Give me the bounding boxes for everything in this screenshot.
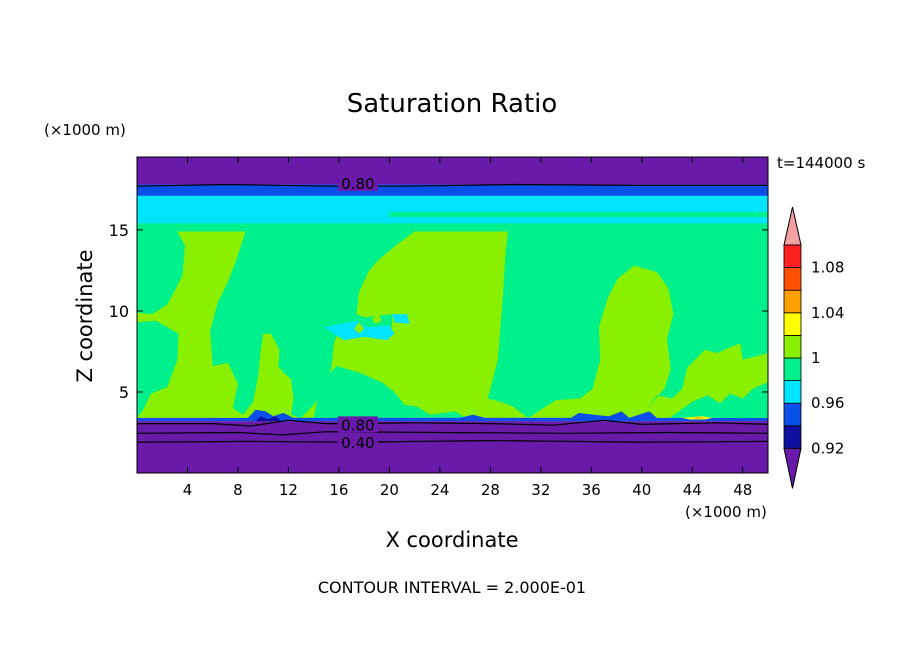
colorbar-swatch	[783, 334, 802, 359]
colorbar-swatch	[783, 425, 802, 449]
x-axis-title: X coordinate	[385, 528, 518, 552]
y-tick-label: 15	[109, 221, 129, 240]
x-unit-label: (×1000 m)	[685, 503, 767, 521]
colorbar-label: 1.08	[811, 259, 844, 277]
plot-area: 0.800.800.40	[136, 156, 769, 474]
x-tick-label: 20	[380, 481, 399, 499]
field-region-8	[389, 212, 768, 217]
field-band-6	[137, 421, 768, 473]
colorbar-swatch	[783, 402, 802, 427]
colorbar-swatch	[783, 267, 802, 291]
x-tick-label: 24	[430, 481, 449, 499]
x-tick-label: 44	[683, 481, 702, 499]
field-region-5	[487, 231, 768, 418]
x-tick-label: 36	[582, 481, 601, 499]
field-region-3	[278, 330, 309, 376]
x-tick-label: 12	[279, 481, 298, 499]
plot-frame	[136, 156, 769, 474]
field-region-16	[692, 417, 705, 419]
x-tick-label: 48	[733, 481, 752, 499]
colorbar-swatch	[783, 244, 802, 269]
field-region-1	[137, 320, 179, 418]
colorbar-label: 1.04	[811, 304, 844, 322]
field-region-4	[313, 366, 466, 418]
contour-line-2	[136, 431, 769, 436]
contour-interval-note: CONTOUR INTERVAL = 2.000E-01	[318, 578, 586, 597]
colorbar-swatch	[783, 357, 802, 382]
x-tick-label: 40	[632, 481, 651, 499]
colorbar-label: 0.96	[811, 394, 844, 412]
y-axis-title: Z coordinate	[73, 249, 97, 382]
y-tick-label: 10	[109, 302, 129, 321]
time-label: t=144000 s	[777, 154, 865, 172]
colorbar-legend: 0.92 0.96 1 1.04 1.08	[783, 206, 844, 489]
colorbar-swatch	[783, 380, 802, 404]
colorbar-swatch	[783, 312, 802, 336]
contour-line-0	[136, 183, 768, 187]
contour-line-1	[137, 419, 769, 427]
contour-label-0: 0.80	[341, 175, 374, 193]
field-band-1	[137, 184, 768, 196]
colorbar-label: 0.92	[811, 439, 844, 457]
field-region-11	[354, 322, 365, 334]
chart-title: Saturation Ratio	[347, 89, 558, 119]
field-band-2	[137, 195, 768, 224]
x-tick-label: 28	[481, 481, 500, 499]
field-region-12	[371, 312, 382, 324]
field-region-0	[137, 231, 185, 315]
x-tick-label: 4	[183, 481, 193, 499]
x-tick-label: 32	[531, 481, 550, 499]
x-tick-label: 8	[233, 481, 243, 499]
y-tick-label: 5	[119, 383, 129, 402]
field-band-0	[137, 157, 768, 185]
y-unit-label: (×1000 m)	[44, 121, 126, 139]
contour-label-bg-1	[337, 416, 378, 433]
field-region-7	[137, 223, 768, 232]
field-region-10	[391, 314, 410, 324]
field-region-2	[210, 231, 415, 418]
x-axis: 4 8 12 16 20 24 28 32 36 40 44 48	[183, 157, 752, 499]
field-region-14	[255, 416, 281, 422]
colorbar-bottom-arrow	[783, 447, 802, 489]
contour-label-bg-0	[337, 174, 378, 191]
colorbar-swatch	[783, 289, 802, 314]
contour-label-2: 0.40	[341, 434, 374, 452]
contour-label-bg-2	[337, 434, 378, 451]
contour-line-3	[136, 439, 769, 443]
colorbar-top-arrow	[783, 206, 802, 246]
colorbar-label: 1	[811, 349, 821, 367]
x-tick-label: 16	[329, 481, 348, 499]
y-axis: 5 10 15	[109, 221, 768, 402]
field-region-6	[669, 382, 768, 418]
contour-label-1: 0.80	[341, 416, 374, 434]
